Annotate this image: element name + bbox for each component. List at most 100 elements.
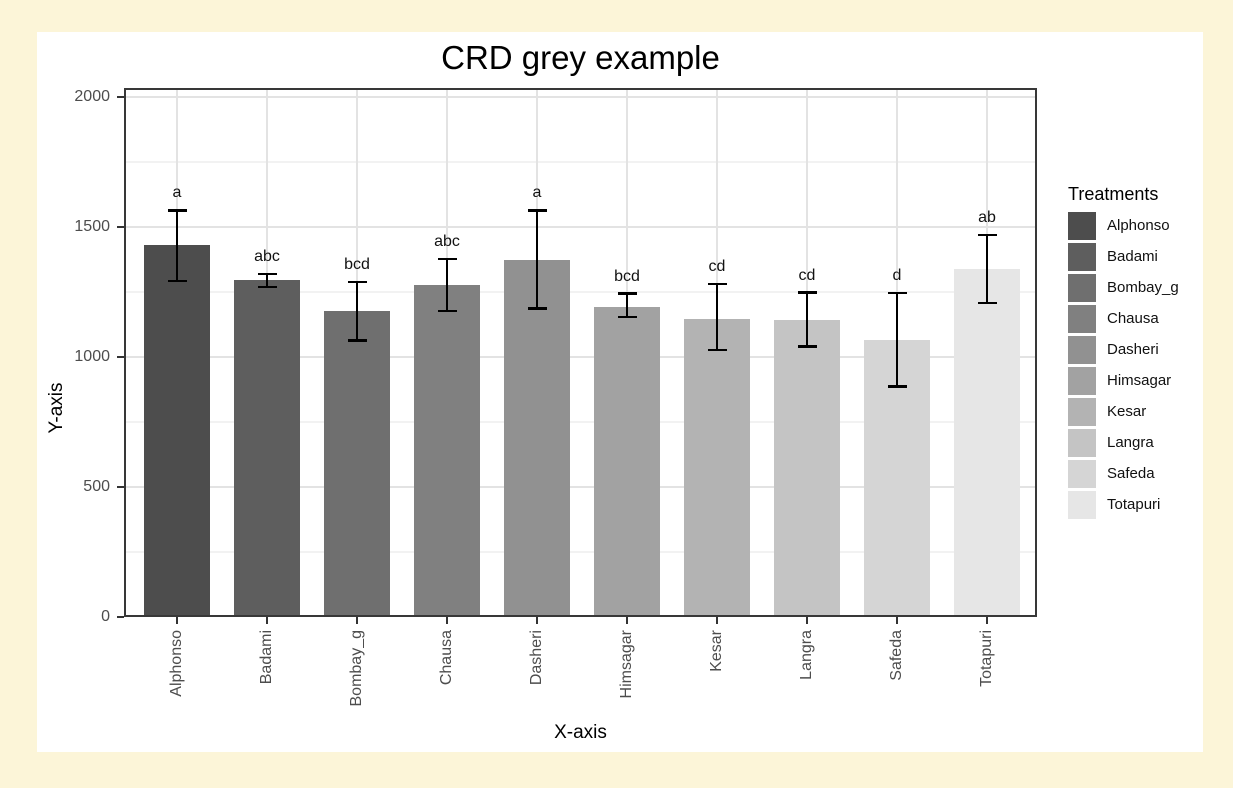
x-axis-title: X-axis: [554, 722, 607, 743]
gridline-minor-h: [124, 161, 1037, 163]
sig-letter: abc: [434, 233, 460, 251]
legend-item-Chausa: Chausa: [1068, 305, 1203, 333]
bar-Badami: [234, 280, 300, 617]
x-tick-label: Badami: [258, 630, 275, 685]
bar-Langra: [774, 319, 840, 617]
gridline-major-h: [124, 96, 1037, 98]
error-bar-line: [445, 259, 449, 312]
x-tick-label: Totapuri: [978, 630, 995, 687]
legend-item-Totapuri: Totapuri: [1068, 491, 1203, 519]
bar-Kesar: [684, 318, 750, 617]
figure: CRD grey example a Alphonso abc Badami bcd Bo…: [37, 32, 1203, 752]
error-bar-cap-bottom: [617, 315, 637, 319]
error-bar-cap-top: [617, 292, 637, 295]
error-bar-cap-bottom: [527, 307, 547, 310]
bar-Chausa: [414, 285, 480, 617]
gridline-major-h: [124, 356, 1037, 358]
bar-Himsagar: [594, 307, 660, 617]
error-bar-cap-bottom: [887, 385, 907, 388]
error-bar-cap-top: [977, 233, 997, 236]
error-bar-cap-top: [797, 291, 817, 294]
legend-label: Langra: [1107, 434, 1154, 451]
sig-letter: abc: [254, 247, 280, 265]
legend-item-Himsagar: Himsagar: [1068, 367, 1203, 395]
y-tick-label: 500: [83, 478, 110, 495]
bar-Dasheri: [504, 260, 570, 617]
sig-letter: a: [172, 184, 182, 202]
sig-letter: bcd: [614, 267, 640, 285]
legend-swatch: [1068, 367, 1096, 395]
x-tick: [716, 617, 718, 624]
error-bar-cap-top: [257, 272, 277, 275]
sig-letter: cd: [708, 258, 726, 276]
y-tick: [117, 96, 124, 98]
legend-swatch: [1068, 274, 1096, 302]
legend-item-Alphonso: Alphonso: [1068, 212, 1203, 240]
error-bar-cap-bottom: [977, 301, 997, 305]
legend-item-Langra: Langra: [1068, 429, 1203, 457]
x-tick: [806, 617, 808, 624]
legend-swatch: [1068, 212, 1096, 240]
error-bar-line: [625, 293, 629, 317]
error-bar-cap-top: [887, 291, 907, 294]
x-tick: [176, 617, 178, 624]
y-tick-label: 0: [101, 608, 110, 625]
legend-label: Safeda: [1107, 465, 1155, 482]
legend-swatch: [1068, 305, 1096, 333]
legend-label: Chausa: [1107, 310, 1159, 327]
y-tick: [117, 226, 124, 228]
sig-letter: a: [532, 184, 542, 202]
x-tick: [896, 617, 898, 624]
error-bar-line: [805, 292, 809, 347]
legend-label: Himsagar: [1107, 372, 1172, 389]
y-tick-label: 2000: [74, 88, 110, 105]
x-tick-label: Chausa: [438, 630, 455, 686]
error-bar-line: [355, 281, 359, 341]
error-bar-cap-top: [347, 280, 367, 284]
error-bar-cap-top: [707, 283, 727, 286]
legend-swatch: [1068, 429, 1096, 457]
error-bar-cap-bottom: [797, 345, 817, 348]
error-bar-cap-bottom: [347, 339, 367, 342]
bar-Totapuri: [954, 269, 1020, 617]
error-bar-cap-top: [437, 258, 457, 261]
y-tick: [117, 356, 124, 358]
error-bar-cap-bottom: [257, 285, 277, 288]
error-bar-line: [715, 284, 719, 351]
x-tick: [356, 617, 358, 624]
legend-label: Bombay_g: [1107, 279, 1179, 296]
legend-swatch: [1068, 460, 1096, 488]
legend-label: Totapuri: [1107, 496, 1161, 513]
gridline-minor-h: [124, 421, 1037, 423]
legend: Treatments Alphonso Badami Bombay_g Chausa D…: [1068, 183, 1203, 522]
error-bar-line: [265, 273, 269, 287]
x-tick: [536, 617, 538, 624]
error-bar-cap-top: [527, 209, 547, 212]
error-bar-line: [895, 292, 899, 387]
legend-label: Badami: [1107, 248, 1158, 265]
y-tick: [117, 486, 124, 488]
bar-Bombay_g: [324, 311, 390, 617]
y-tick-label: 1000: [74, 348, 110, 365]
legend-swatch: [1068, 398, 1096, 426]
error-bar-cap-bottom: [167, 279, 187, 283]
legend-swatch: [1068, 243, 1096, 271]
legend-label: Alphonso: [1107, 217, 1170, 234]
legend-label: Dasheri: [1107, 341, 1159, 358]
legend-label: Kesar: [1107, 403, 1147, 420]
x-tick-label: Safeda: [888, 630, 905, 681]
x-tick-label: Bombay_g: [348, 630, 365, 707]
y-axis-title: Y-axis: [46, 382, 67, 434]
sig-letter: ab: [978, 208, 996, 226]
x-tick-label: Alphonso: [168, 630, 185, 697]
error-bar-line: [535, 210, 539, 309]
legend-item-Safeda: Safeda: [1068, 460, 1203, 488]
legend-item-Badami: Badami: [1068, 243, 1203, 271]
y-tick-label: 1500: [74, 218, 110, 235]
error-bar-cap-bottom: [707, 349, 727, 352]
error-bar-line: [985, 234, 989, 303]
sig-letter: d: [892, 266, 902, 284]
error-bar-line: [175, 210, 179, 282]
x-tick: [626, 617, 628, 624]
